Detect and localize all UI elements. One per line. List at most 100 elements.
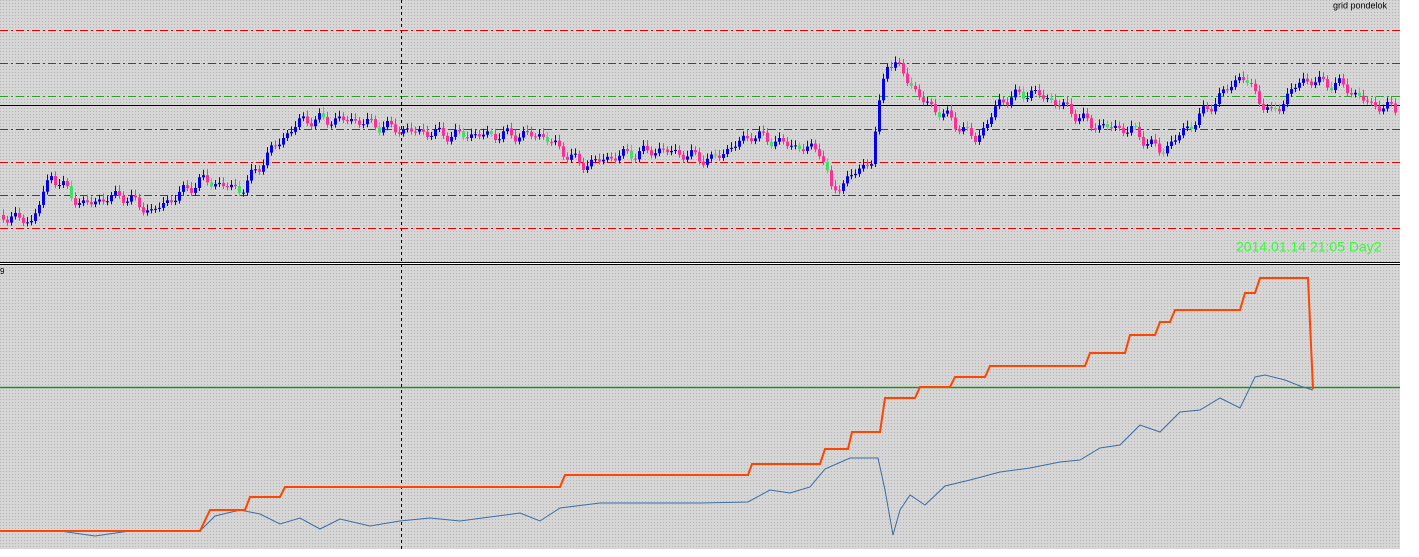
candle <box>38 204 41 214</box>
candle <box>282 137 285 145</box>
candle <box>254 169 257 171</box>
candle <box>586 166 589 170</box>
candle <box>526 131 529 133</box>
candle <box>718 155 721 158</box>
candle <box>62 181 65 186</box>
candle <box>498 139 501 141</box>
candle <box>862 164 865 169</box>
candle <box>934 104 937 113</box>
candle <box>238 186 241 193</box>
candle <box>114 191 117 196</box>
candle <box>374 119 377 128</box>
candle <box>486 131 489 135</box>
candle <box>618 155 621 161</box>
candle <box>342 116 345 121</box>
candle <box>214 184 217 187</box>
candle <box>278 144 281 147</box>
candle <box>1322 76 1325 80</box>
candle <box>550 142 553 144</box>
indicator-panel <box>0 265 1400 549</box>
candle <box>1002 99 1005 103</box>
candle <box>1218 93 1221 104</box>
candle <box>478 134 481 137</box>
candle <box>6 219 9 223</box>
candle <box>1246 80 1249 83</box>
candle <box>950 110 953 118</box>
candle <box>154 208 157 210</box>
candle <box>1346 84 1349 94</box>
candle <box>522 131 525 138</box>
candle <box>158 207 161 209</box>
candle <box>938 112 941 118</box>
candle <box>494 133 497 141</box>
candle <box>1114 125 1117 128</box>
candle <box>770 141 773 147</box>
candle <box>686 156 689 160</box>
candle <box>26 222 29 224</box>
candle <box>566 156 569 160</box>
candle <box>518 137 521 142</box>
candle <box>762 131 765 133</box>
candle <box>1238 77 1241 81</box>
candle <box>902 63 905 74</box>
candle <box>1386 101 1389 109</box>
candle <box>1290 89 1293 94</box>
candle <box>198 177 201 188</box>
candle <box>778 138 781 142</box>
candle <box>594 159 597 161</box>
candle <box>906 73 909 84</box>
candle <box>1334 83 1337 91</box>
candle <box>82 200 85 204</box>
candle <box>70 185 73 199</box>
candle <box>638 151 641 160</box>
candle <box>418 129 421 132</box>
candle <box>1066 102 1069 104</box>
candle <box>1302 78 1305 83</box>
candle <box>646 145 649 151</box>
candle <box>314 119 317 127</box>
candle <box>1326 79 1329 88</box>
candle <box>1062 102 1065 107</box>
candle <box>506 128 509 132</box>
candle <box>886 66 889 79</box>
candle <box>1130 126 1133 133</box>
candle <box>682 154 685 160</box>
candle <box>998 99 1001 107</box>
candle <box>570 154 573 160</box>
candle <box>1370 101 1373 103</box>
candle <box>730 147 733 149</box>
candle <box>378 127 381 133</box>
candle <box>806 146 809 151</box>
candle <box>1010 97 1013 105</box>
candle <box>1162 152 1165 154</box>
candle <box>742 135 745 141</box>
candle <box>610 156 613 159</box>
candle <box>50 176 53 181</box>
candle <box>110 195 113 202</box>
candle <box>930 101 933 105</box>
candle <box>390 120 393 125</box>
candle <box>510 128 513 136</box>
candle <box>1350 93 1353 95</box>
candle <box>14 212 17 217</box>
candle <box>54 176 57 186</box>
candle <box>1394 103 1397 113</box>
candle <box>1110 127 1113 129</box>
candle <box>782 138 785 142</box>
candle <box>1298 82 1301 88</box>
candle <box>882 78 885 101</box>
candle <box>406 128 409 130</box>
candle <box>426 131 429 137</box>
candle <box>74 198 77 205</box>
candle <box>94 201 97 205</box>
candle <box>746 135 749 139</box>
candle <box>454 129 457 137</box>
candle <box>1026 97 1029 99</box>
candle <box>962 127 965 132</box>
candle <box>398 132 401 134</box>
candle <box>1318 76 1321 83</box>
candle <box>402 129 405 134</box>
candle <box>898 62 901 64</box>
candle <box>1286 93 1289 105</box>
candle <box>58 185 61 187</box>
